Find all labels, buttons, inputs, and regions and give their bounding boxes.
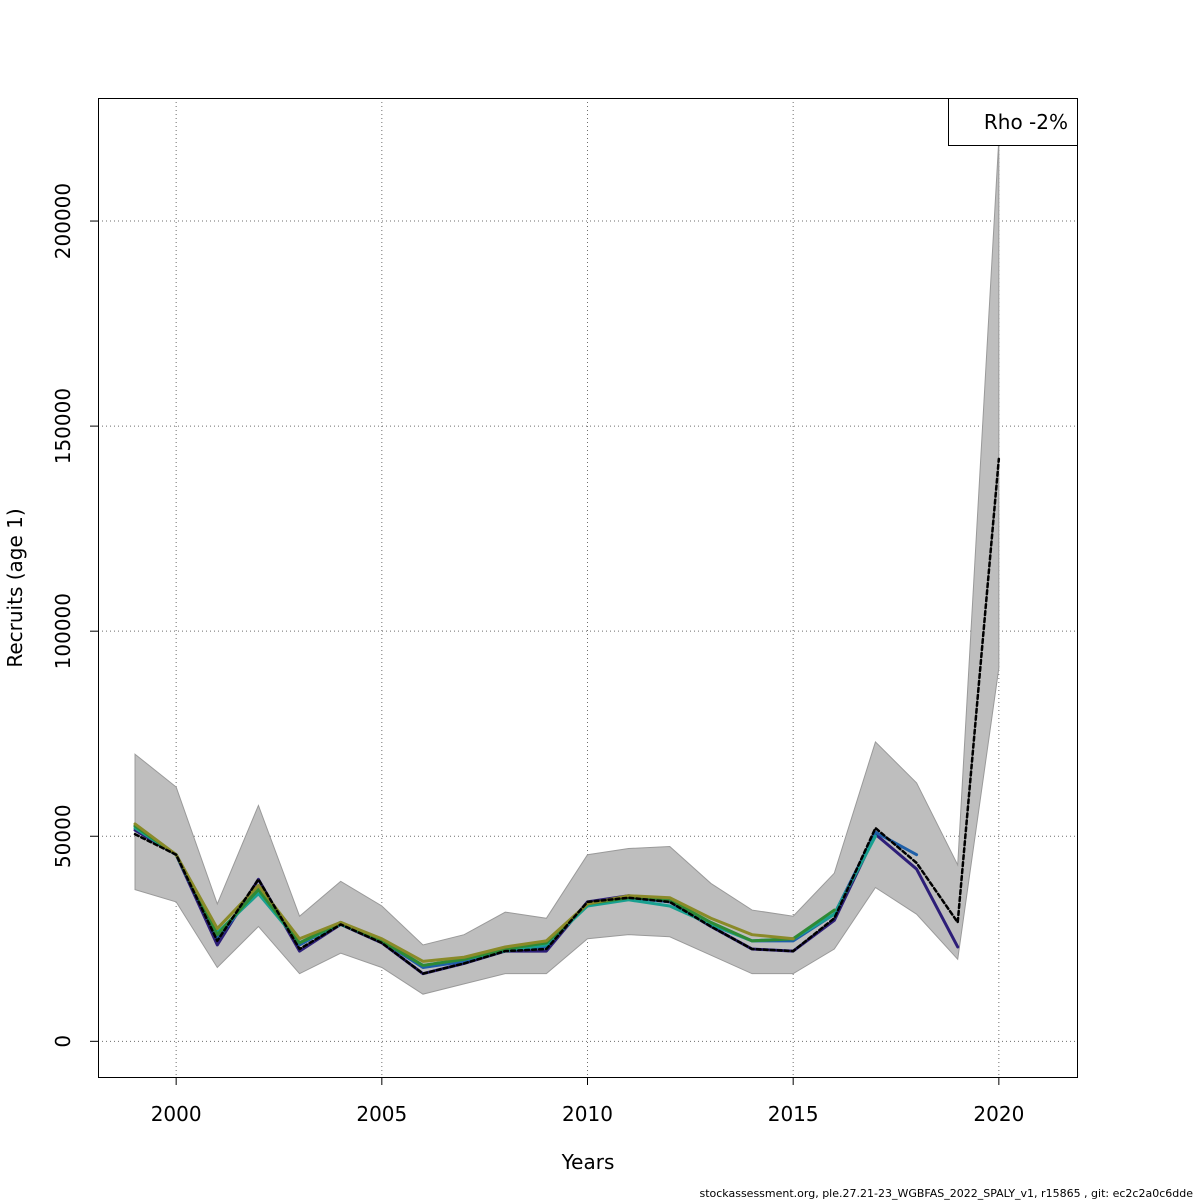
x-tick-label: 2010 bbox=[562, 1102, 613, 1126]
legend: Rho -2% bbox=[948, 98, 1078, 146]
x-tick-label: 2005 bbox=[356, 1102, 407, 1126]
y-tick-label: 150000 bbox=[51, 388, 75, 464]
y-axis: 0 50000 100000 150000 200000 bbox=[51, 183, 98, 1048]
series-line-4 bbox=[133, 824, 836, 967]
y-tick-label: 200000 bbox=[51, 183, 75, 259]
x-tick-label: 2000 bbox=[151, 1102, 202, 1126]
x-axis: 2000 2005 2010 2015 2020 bbox=[151, 1077, 1024, 1126]
legend-label: Rho -2% bbox=[984, 110, 1068, 134]
legend-box bbox=[948, 98, 1078, 146]
confidence-band bbox=[134, 138, 1000, 995]
y-tick-label: 100000 bbox=[51, 593, 75, 669]
y-tick-label: 50000 bbox=[51, 804, 75, 868]
x-axis-title: Years bbox=[561, 1150, 615, 1174]
y-axis-title: Recruits (age 1) bbox=[3, 508, 27, 667]
x-tick-label: 2020 bbox=[973, 1102, 1024, 1126]
confidence-band-group bbox=[134, 138, 1000, 995]
series-group bbox=[133, 457, 1001, 976]
series-line-6 bbox=[133, 457, 1001, 975]
x-tick-label: 2015 bbox=[768, 1102, 819, 1126]
y-tick-label: 0 bbox=[51, 1035, 75, 1048]
footer-credit: stockassessment.org, ple.27.21-23_WGBFAS… bbox=[699, 1187, 1193, 1200]
